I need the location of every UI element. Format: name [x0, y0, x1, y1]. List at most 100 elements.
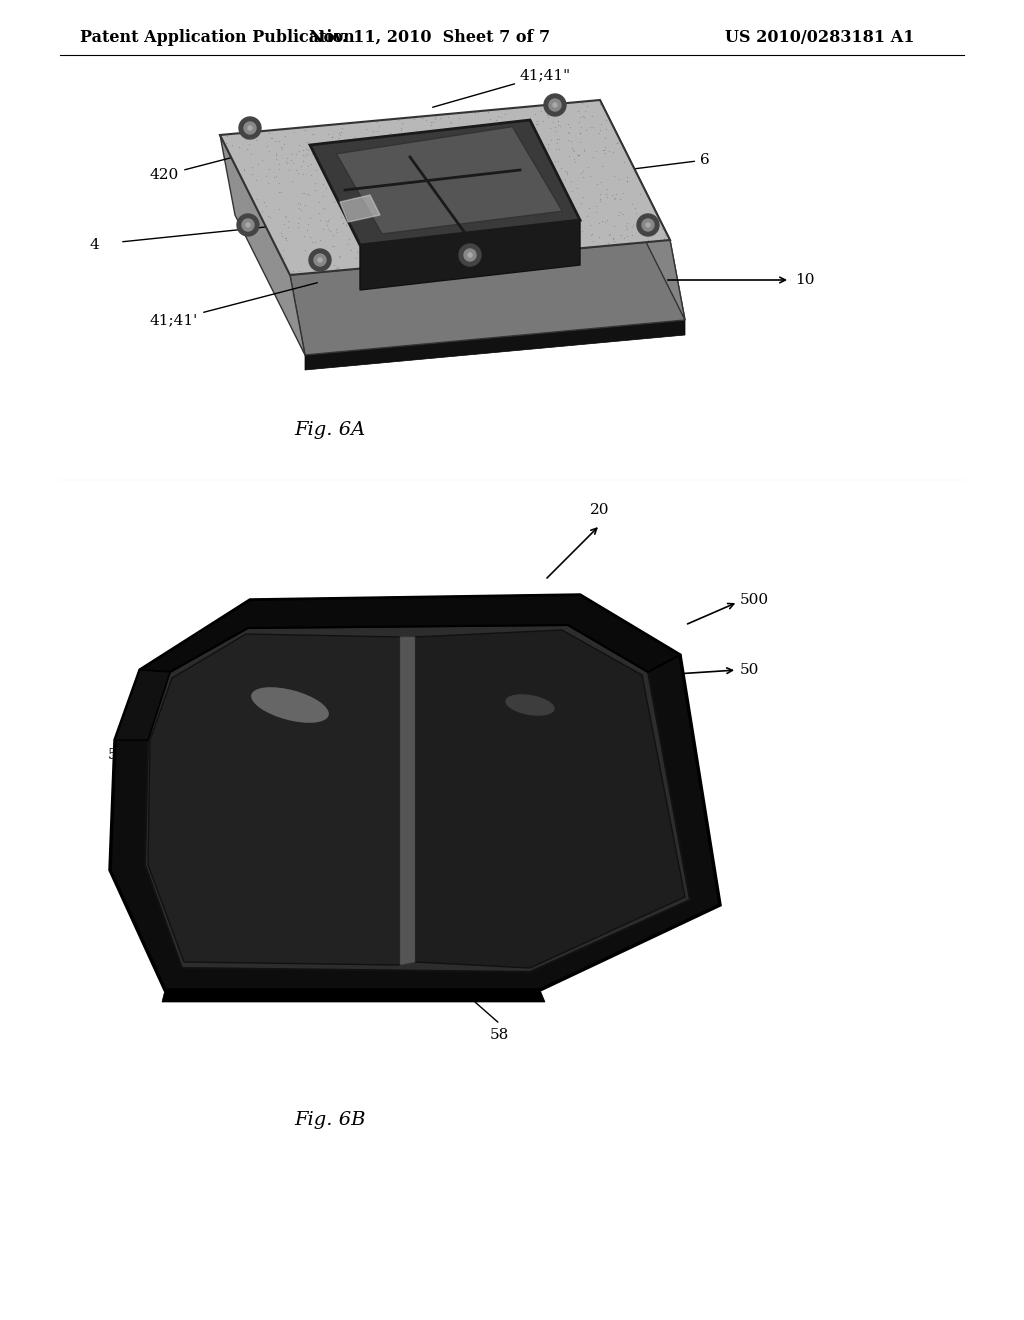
Point: [410, 136, 426, 157]
Point: [218, 132, 234, 153]
Point: [520, 168, 537, 189]
Point: [341, 228, 357, 249]
Point: [408, 194, 424, 215]
Point: [425, 145, 441, 166]
Point: [596, 140, 612, 161]
Point: [519, 180, 536, 201]
Point: [427, 127, 443, 148]
Point: [319, 210, 336, 231]
Point: [329, 222, 345, 243]
Point: [313, 246, 330, 267]
Point: [601, 140, 617, 161]
Point: [343, 205, 359, 226]
Point: [382, 110, 398, 131]
Point: [490, 199, 507, 220]
Point: [381, 144, 397, 165]
Point: [295, 164, 311, 185]
Point: [484, 148, 501, 169]
Point: [278, 125, 294, 147]
Point: [496, 140, 512, 161]
Point: [303, 153, 319, 174]
Point: [480, 181, 497, 202]
Point: [299, 144, 315, 165]
Point: [418, 110, 434, 131]
Point: [311, 191, 328, 213]
Point: [383, 243, 399, 264]
Point: [477, 121, 494, 143]
Point: [523, 224, 540, 246]
Point: [403, 161, 420, 182]
Point: [248, 169, 264, 190]
Point: [548, 187, 564, 209]
Point: [442, 183, 459, 205]
Point: [306, 173, 323, 194]
Point: [431, 125, 447, 147]
Point: [487, 164, 504, 185]
Point: [598, 110, 614, 131]
Circle shape: [314, 253, 326, 267]
Point: [407, 147, 423, 168]
Point: [481, 116, 498, 137]
Point: [353, 243, 370, 264]
Point: [423, 115, 439, 136]
Point: [607, 183, 624, 205]
Point: [557, 169, 573, 190]
Point: [406, 108, 422, 129]
Point: [439, 106, 456, 127]
Point: [421, 199, 437, 220]
Point: [335, 140, 351, 161]
Point: [444, 174, 461, 195]
Point: [606, 215, 623, 236]
Point: [418, 226, 434, 247]
Point: [548, 120, 564, 141]
Point: [392, 136, 409, 157]
Point: [370, 166, 386, 187]
Point: [573, 193, 590, 214]
Point: [479, 131, 496, 152]
Point: [272, 136, 289, 157]
Point: [404, 178, 421, 199]
Point: [524, 219, 541, 240]
Point: [399, 161, 416, 182]
Point: [492, 218, 508, 239]
Point: [651, 211, 668, 232]
Point: [620, 219, 636, 240]
Point: [489, 227, 506, 248]
Text: Fig. 6B: Fig. 6B: [294, 1111, 366, 1129]
Point: [462, 170, 478, 191]
Point: [449, 135, 465, 156]
Point: [305, 123, 322, 144]
Point: [484, 131, 501, 152]
Point: [342, 135, 358, 156]
Point: [335, 213, 351, 234]
Point: [295, 145, 311, 166]
Point: [271, 198, 288, 219]
Point: [309, 247, 326, 268]
Point: [615, 182, 632, 203]
Point: [535, 111, 551, 132]
Point: [430, 139, 446, 160]
Point: [497, 125, 513, 147]
Point: [482, 108, 499, 129]
Point: [431, 162, 447, 183]
Point: [555, 181, 571, 202]
Point: [275, 248, 292, 269]
Point: [474, 198, 490, 219]
Point: [455, 235, 471, 256]
Point: [591, 213, 607, 234]
Point: [383, 240, 399, 261]
Point: [329, 147, 345, 168]
Point: [618, 226, 635, 247]
Point: [377, 157, 393, 178]
Point: [542, 191, 558, 213]
Point: [332, 124, 348, 145]
Point: [575, 186, 592, 207]
Point: [271, 131, 288, 152]
Point: [536, 201, 552, 222]
Point: [615, 227, 632, 248]
Point: [368, 239, 384, 260]
Point: [557, 160, 573, 181]
Point: [415, 249, 431, 271]
Point: [482, 234, 499, 255]
Point: [537, 182, 553, 203]
